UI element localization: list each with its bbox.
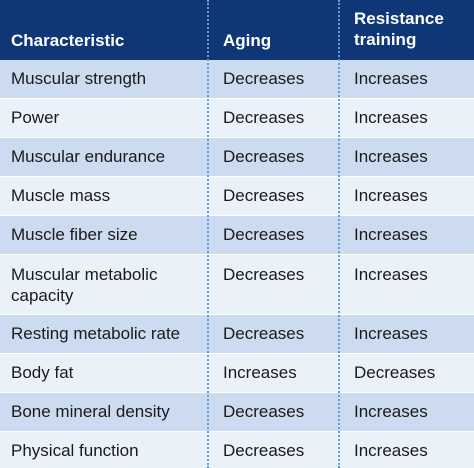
resistance-training-cell: Increases [354, 186, 428, 205]
table-row: Physical function Decreases Increases [0, 432, 474, 468]
resistance-training-cell: Increases [354, 402, 428, 421]
row-separator [0, 254, 474, 255]
characteristic-cell: Muscular metabolic capacity [11, 265, 158, 305]
table-row: Muscular metabolic capacity Decreases In… [0, 255, 474, 315]
aging-cell: Decreases [223, 324, 305, 343]
aging-cell: Decreases [223, 108, 305, 127]
resistance-training-cell: Increases [354, 265, 428, 284]
aging-cell: Decreases [223, 69, 305, 88]
resistance-training-cell: Decreases [354, 363, 436, 382]
table-row: Power Decreases Increases [0, 99, 474, 138]
row-separator [0, 176, 474, 177]
header-aging: Aging [223, 31, 272, 50]
row-separator [0, 215, 474, 216]
table-row: Muscular endurance Decreases Increases [0, 138, 474, 177]
header-characteristic: Characteristic [11, 31, 125, 50]
characteristic-cell: Muscle mass [11, 186, 111, 205]
characteristic-cell: Muscle fiber size [11, 225, 138, 244]
characteristic-cell: Muscular endurance [11, 147, 166, 166]
aging-cell: Decreases [223, 186, 305, 205]
characteristic-cell: Body fat [11, 363, 74, 382]
characteristic-cell: Power [11, 108, 60, 127]
characteristic-cell: Muscular strength [11, 69, 147, 88]
resistance-training-cell: Increases [354, 441, 428, 460]
table-row: Body fat Increases Decreases [0, 354, 474, 393]
aging-cell: Decreases [223, 147, 305, 166]
aging-cell: Decreases [223, 402, 305, 421]
aging-cell: Increases [223, 363, 297, 382]
row-separator [0, 431, 474, 432]
aging-cell: Decreases [223, 265, 305, 284]
table-row: Muscle mass Decreases Increases [0, 177, 474, 216]
table-row: Bone mineral density Decreases Increases [0, 393, 474, 432]
table-row: Muscular strength Decreases Increases [0, 60, 474, 99]
table-row: Muscle fiber size Decreases Increases [0, 216, 474, 255]
characteristic-cell: Physical function [11, 441, 139, 460]
resistance-training-cell: Increases [354, 147, 428, 166]
header-resistance-training: Resistance training [354, 9, 444, 49]
characteristic-cell: Bone mineral density [11, 402, 170, 421]
resistance-training-cell: Increases [354, 108, 428, 127]
aging-cell: Decreases [223, 441, 305, 460]
row-separator [0, 392, 474, 393]
column-divider [338, 0, 340, 468]
resistance-training-cell: Increases [354, 225, 428, 244]
aging-cell: Decreases [223, 225, 305, 244]
resistance-training-cell: Increases [354, 324, 428, 343]
row-separator [0, 314, 474, 315]
resistance-training-cell: Increases [354, 69, 428, 88]
row-separator [0, 98, 474, 99]
table-row: Resting metabolic rate Decreases Increas… [0, 315, 474, 354]
column-divider [207, 0, 209, 468]
row-separator [0, 137, 474, 138]
row-separator [0, 353, 474, 354]
table-header-row: Characteristic Aging Resistance training [0, 0, 474, 60]
characteristic-cell: Resting metabolic rate [11, 324, 181, 343]
